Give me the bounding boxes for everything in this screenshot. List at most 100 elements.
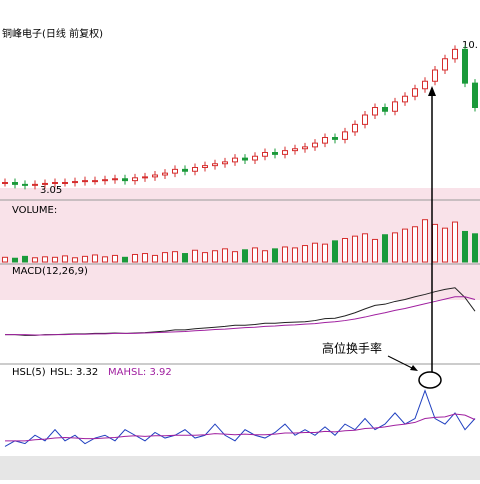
candle: [322, 137, 328, 144]
volume-bar: [352, 235, 358, 263]
candle: [172, 168, 178, 174]
volume-bar: [462, 230, 468, 263]
volume-bar: [132, 253, 138, 263]
volume-bar: [422, 219, 428, 263]
candle: [52, 182, 58, 184]
volume-bar: [262, 250, 268, 263]
candle: [112, 178, 118, 181]
volume-bar: [2, 256, 8, 263]
volume-bar: [162, 252, 168, 263]
candle: [312, 142, 318, 148]
annotation: 高位换手率: [322, 341, 382, 356]
hsl-label: HSL(5): [12, 367, 46, 378]
candle: [142, 176, 148, 179]
volume-bar: [442, 227, 448, 263]
chart-title: 铜峰电子(日线 前复权): [2, 27, 103, 40]
candle: [242, 157, 248, 161]
volume-bar: [362, 233, 368, 263]
volume-bar: [332, 240, 338, 263]
volume-bar: [72, 257, 78, 263]
line: [5, 296, 476, 336]
candle: [12, 182, 18, 185]
volume-bar: [222, 248, 228, 263]
volume-bar: [432, 223, 438, 263]
candle: [212, 163, 218, 167]
footer-band: [0, 456, 480, 480]
candle: [62, 182, 68, 184]
volume-bar: [402, 228, 408, 263]
volume-bar: [182, 253, 188, 263]
low-label: 3.05: [40, 185, 62, 196]
volume-bar: [32, 257, 38, 263]
annotation-arrow: [387, 355, 417, 371]
candle: [182, 168, 188, 172]
candle: [42, 182, 48, 185]
candle: [272, 152, 278, 155]
volume-bar: [92, 254, 98, 263]
volume-bar: [142, 253, 148, 263]
volume-bar: [42, 256, 48, 263]
candle: [22, 183, 28, 186]
volume-bar: [212, 250, 218, 263]
volume-bar: [392, 232, 398, 263]
volume-bar: [102, 256, 108, 263]
volume-bar: [152, 254, 158, 263]
watermark-band: [0, 188, 480, 300]
volume-bar: [202, 252, 208, 263]
candle: [252, 155, 258, 161]
candle: [82, 180, 88, 183]
candle: [442, 58, 448, 71]
volume-bar: [122, 256, 128, 263]
candle: [162, 172, 168, 176]
candle: [202, 165, 208, 168]
volume-label: VOLUME:: [12, 205, 57, 216]
line: [4, 389, 476, 447]
volume-bar: [452, 221, 458, 263]
candle: [92, 180, 98, 183]
volume-bar: [312, 242, 318, 263]
volume-bar: [292, 247, 298, 263]
candle: [132, 177, 138, 182]
volume-bar: [62, 255, 68, 263]
volume-bar: [112, 254, 118, 263]
volume-bar: [232, 251, 238, 263]
candle: [292, 148, 298, 152]
candle: [122, 178, 128, 182]
candle: [32, 183, 38, 186]
candle: [302, 146, 308, 150]
high-label: 10.: [462, 40, 478, 51]
candle: [392, 101, 398, 112]
arrow-head: [428, 86, 436, 96]
legend-entry: HSL: 3.32: [50, 367, 98, 378]
candle: [372, 107, 378, 116]
candle: [262, 152, 268, 157]
volume-bar: [52, 256, 58, 263]
candle: [192, 167, 198, 172]
candle: [362, 114, 368, 125]
volume-bar: [372, 238, 378, 263]
volume-bar: [382, 234, 388, 263]
candle: [72, 181, 78, 184]
candle: [2, 182, 8, 184]
candle: [462, 48, 468, 84]
volume-bar: [412, 226, 418, 263]
candle: [382, 107, 388, 112]
volume-bar: [272, 248, 278, 263]
candle: [352, 123, 358, 133]
line: [5, 413, 476, 442]
highlight-circle: [418, 371, 442, 389]
volume-bar: [252, 247, 258, 263]
volume-bar: [322, 243, 328, 263]
candle: [102, 179, 108, 182]
volume-bar: [172, 251, 178, 263]
legend-entry: MAHSL: 3.92: [108, 367, 172, 378]
volume-bar: [12, 257, 18, 263]
candle: [432, 69, 438, 82]
volume-bar: [242, 249, 248, 263]
candle: [412, 88, 418, 97]
volume-bar: [192, 249, 198, 263]
candle: [422, 80, 428, 90]
candle: [402, 95, 408, 103]
candle: [472, 82, 478, 108]
